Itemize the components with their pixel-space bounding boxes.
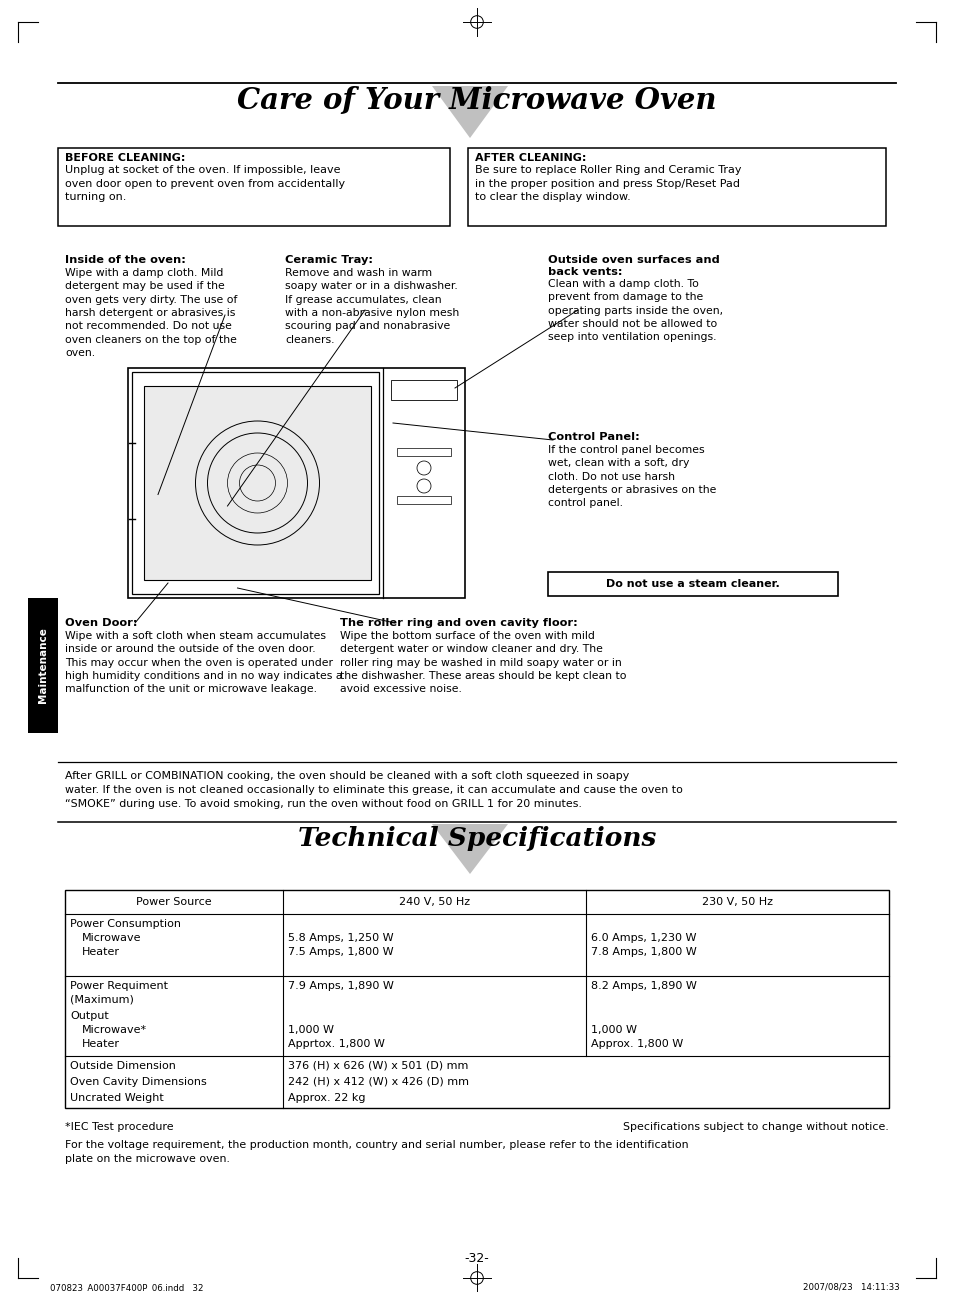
FancyBboxPatch shape	[396, 448, 451, 456]
Text: 240 V, 50 Hz: 240 V, 50 Hz	[398, 897, 470, 907]
Text: Outside oven surfaces and
back vents:: Outside oven surfaces and back vents:	[547, 255, 719, 276]
Text: Wipe with a damp cloth. Mild
detergent may be used if the
oven gets very dirty. : Wipe with a damp cloth. Mild detergent m…	[65, 267, 237, 358]
Text: The roller ring and oven cavity floor:: The roller ring and oven cavity floor:	[339, 618, 578, 628]
FancyBboxPatch shape	[396, 496, 451, 504]
Text: For the voltage requirement, the production month, country and serial number, pl: For the voltage requirement, the product…	[65, 1140, 688, 1164]
Text: Oven Cavity Dimensions: Oven Cavity Dimensions	[70, 1078, 207, 1087]
Text: Unplug at socket of the oven. If impossible, leave
oven door open to prevent ove: Unplug at socket of the oven. If impossi…	[65, 165, 345, 203]
Polygon shape	[432, 824, 507, 873]
FancyBboxPatch shape	[144, 386, 371, 580]
Text: 1,000 W: 1,000 W	[288, 1025, 334, 1035]
Text: 5.8 Amps, 1,250 W: 5.8 Amps, 1,250 W	[288, 933, 394, 943]
Text: 7.9 Amps, 1,890 W: 7.9 Amps, 1,890 W	[288, 981, 394, 991]
Text: AFTER CLEANING:: AFTER CLEANING:	[475, 152, 586, 163]
Text: If the control panel becomes
wet, clean with a soft, dry
cloth. Do not use harsh: If the control panel becomes wet, clean …	[547, 444, 716, 509]
Text: 7.8 Amps, 1,800 W: 7.8 Amps, 1,800 W	[590, 947, 696, 957]
Text: Heater: Heater	[82, 1039, 120, 1049]
Text: Technical Specifications: Technical Specifications	[297, 826, 656, 851]
Text: 2007/08/23   14:11:33: 2007/08/23 14:11:33	[802, 1283, 899, 1292]
Text: Specifications subject to change without notice.: Specifications subject to change without…	[622, 1121, 888, 1132]
Text: Power Consumption: Power Consumption	[70, 919, 181, 929]
Text: 7.5 Amps, 1,800 W: 7.5 Amps, 1,800 W	[288, 947, 394, 957]
Text: Approx. 1,800 W: Approx. 1,800 W	[590, 1039, 682, 1049]
Polygon shape	[432, 87, 507, 138]
Text: 230 V, 50 Hz: 230 V, 50 Hz	[701, 897, 772, 907]
Text: Ceramic Tray:: Ceramic Tray:	[285, 255, 373, 265]
Text: -32-: -32-	[464, 1252, 489, 1265]
FancyBboxPatch shape	[468, 149, 885, 226]
Text: *IEC Test procedure: *IEC Test procedure	[65, 1121, 173, 1132]
Text: Apprtox. 1,800 W: Apprtox. 1,800 W	[288, 1039, 384, 1049]
Text: Outside Dimension: Outside Dimension	[70, 1061, 175, 1071]
Text: Oven Door:: Oven Door:	[65, 618, 137, 628]
Text: Clean with a damp cloth. To
prevent from damage to the
operating parts inside th: Clean with a damp cloth. To prevent from…	[547, 279, 722, 342]
Text: Maintenance: Maintenance	[38, 628, 48, 703]
Text: Wipe with a soft cloth when steam accumulates
inside or around the outside of th: Wipe with a soft cloth when steam accumu…	[65, 630, 342, 694]
FancyBboxPatch shape	[58, 149, 450, 226]
Text: 376 (H) x 626 (W) x 501 (D) mm: 376 (H) x 626 (W) x 501 (D) mm	[288, 1061, 468, 1071]
Text: (Maximum): (Maximum)	[70, 995, 133, 1005]
Text: Care of Your Microwave Oven: Care of Your Microwave Oven	[237, 87, 716, 115]
FancyBboxPatch shape	[65, 890, 888, 1109]
FancyBboxPatch shape	[28, 598, 58, 733]
Text: Do not use a steam cleaner.: Do not use a steam cleaner.	[605, 579, 779, 589]
Text: Uncrated Weight: Uncrated Weight	[70, 1093, 164, 1103]
Text: Microwave*: Microwave*	[82, 1025, 147, 1035]
Text: 6.0 Amps, 1,230 W: 6.0 Amps, 1,230 W	[590, 933, 696, 943]
Text: 1,000 W: 1,000 W	[590, 1025, 637, 1035]
Text: Heater: Heater	[82, 947, 120, 957]
Text: 242 (H) x 412 (W) x 426 (D) mm: 242 (H) x 412 (W) x 426 (D) mm	[288, 1078, 469, 1087]
Text: Remove and wash in warm
soapy water or in a dishwasher.
If grease accumulates, c: Remove and wash in warm soapy water or i…	[285, 267, 458, 345]
Text: 8.2 Amps, 1,890 W: 8.2 Amps, 1,890 W	[590, 981, 696, 991]
Text: Be sure to replace Roller Ring and Ceramic Tray
in the proper position and press: Be sure to replace Roller Ring and Ceram…	[475, 165, 740, 203]
FancyBboxPatch shape	[547, 572, 837, 596]
Text: After GRILL or COMBINATION cooking, the oven should be cleaned with a soft cloth: After GRILL or COMBINATION cooking, the …	[65, 771, 682, 809]
Text: Control Panel:: Control Panel:	[547, 432, 639, 442]
FancyBboxPatch shape	[132, 372, 378, 594]
Text: 070823_A00037F400P_06.indd   32: 070823_A00037F400P_06.indd 32	[50, 1283, 203, 1292]
Text: Wipe the bottom surface of the oven with mild
detergent water or window cleaner : Wipe the bottom surface of the oven with…	[339, 630, 626, 694]
Text: BEFORE CLEANING:: BEFORE CLEANING:	[65, 152, 185, 163]
FancyBboxPatch shape	[391, 380, 456, 401]
Text: Approx. 22 kg: Approx. 22 kg	[288, 1093, 365, 1103]
Text: Power Requiment: Power Requiment	[70, 981, 168, 991]
FancyBboxPatch shape	[128, 368, 464, 598]
Text: Inside of the oven:: Inside of the oven:	[65, 255, 186, 265]
Text: Output: Output	[70, 1012, 109, 1021]
Text: Power Source: Power Source	[136, 897, 212, 907]
Text: Microwave: Microwave	[82, 933, 141, 943]
